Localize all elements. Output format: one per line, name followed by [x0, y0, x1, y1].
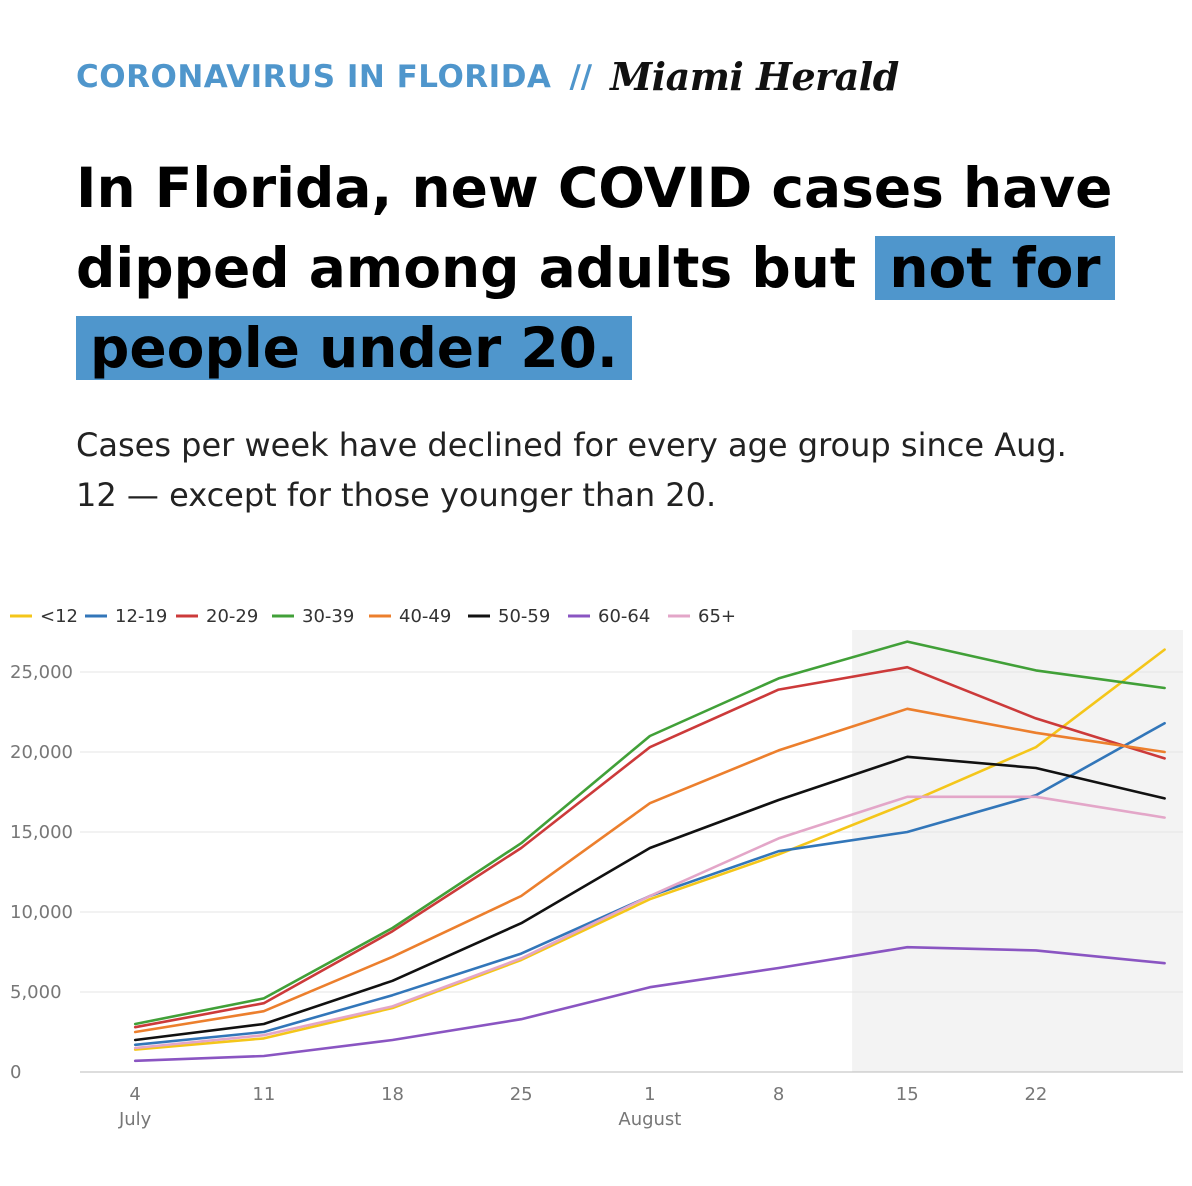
y-tick-label: 0 [10, 1062, 21, 1083]
series-line [133, 648, 1166, 1051]
brand-logo[interactable]: Miami Herald [610, 54, 899, 99]
x-tick-label: 25 [510, 1084, 533, 1105]
series-line [133, 755, 1166, 1042]
kicker: CORONAVIRUS IN FLORIDA // Miami Herald [76, 54, 899, 99]
x-tick-label: 15 [896, 1084, 919, 1105]
headline-text: In Florida, new COVID cases have dipped … [76, 156, 1113, 300]
y-tick-label: 20,000 [10, 742, 73, 763]
x-month-label: July [118, 1109, 152, 1130]
legend-label: 12-19 [115, 606, 167, 627]
legend-label: <12 [40, 606, 78, 627]
series-line [133, 665, 1166, 1029]
x-month-label: August [618, 1109, 681, 1130]
legend-label: 60-64 [598, 606, 650, 627]
legend-label: 50-59 [498, 606, 550, 627]
legend-label: 30-39 [302, 606, 354, 627]
shaded-region [852, 630, 1183, 1072]
series-line [133, 640, 1166, 1026]
y-tick-label: 25,000 [10, 662, 73, 683]
x-tick-label: 4 [129, 1084, 140, 1105]
y-tick-label: 15,000 [10, 822, 73, 843]
legend-label: 20-29 [206, 606, 258, 627]
series-line [133, 707, 1166, 1034]
kicker-separator: // [569, 58, 593, 95]
y-tick-label: 5,000 [10, 982, 62, 1003]
legend-label: 40-49 [399, 606, 451, 627]
legend-label: 65+ [698, 606, 736, 627]
x-tick-label: 11 [252, 1084, 275, 1105]
subhead: Cases per week have declined for every a… [76, 426, 1067, 514]
section-label[interactable]: CORONAVIRUS IN FLORIDA [76, 58, 552, 95]
series-line [133, 945, 1166, 1063]
x-tick-label: 8 [773, 1084, 784, 1105]
headline: In Florida, new COVID cases have dipped … [76, 148, 1156, 388]
x-tick-label: 1 [644, 1084, 655, 1105]
x-tick-label: 22 [1024, 1084, 1047, 1105]
y-tick-label: 10,000 [10, 902, 73, 923]
series-line [133, 795, 1166, 1050]
x-tick-label: 18 [381, 1084, 404, 1105]
